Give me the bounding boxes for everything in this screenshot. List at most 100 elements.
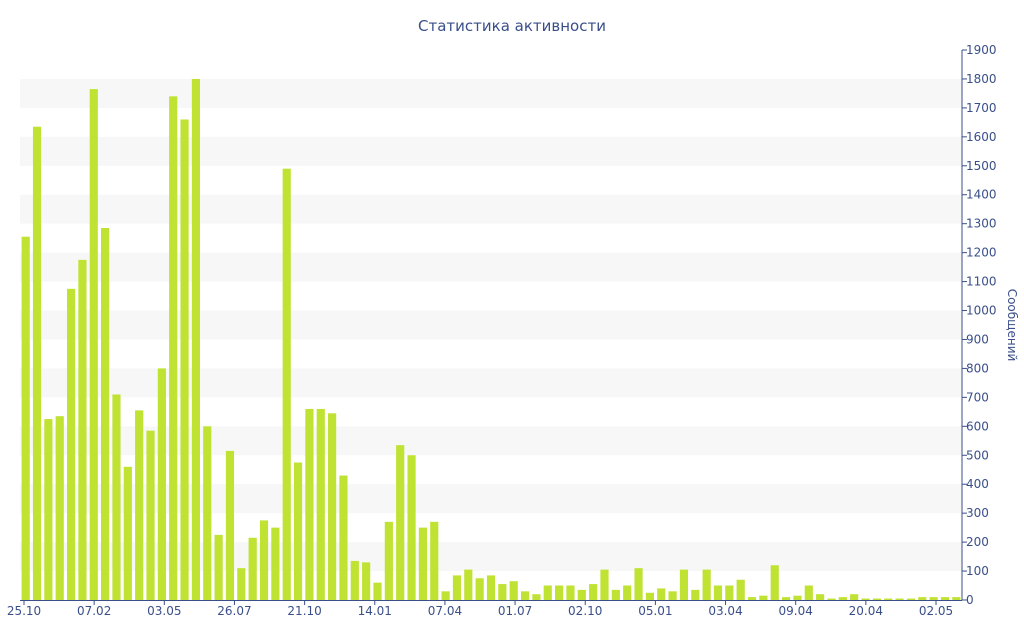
y-tick-label: 300 <box>966 506 989 520</box>
bar <box>112 394 121 600</box>
bar <box>611 589 620 600</box>
y-tick-label: 1000 <box>966 304 997 318</box>
bar <box>532 594 541 600</box>
bar <box>509 581 518 600</box>
x-tick-label: 03.05 <box>147 604 181 618</box>
bar <box>362 562 371 600</box>
bar <box>952 597 961 600</box>
grid-band <box>20 78 962 108</box>
bar <box>407 455 416 600</box>
y-tick-label: 1100 <box>966 275 997 289</box>
bar <box>418 527 427 600</box>
bar <box>555 585 564 600</box>
bar <box>804 585 813 600</box>
bar <box>645 592 654 600</box>
x-tick-label: 01.07 <box>498 604 532 618</box>
y-tick-label: 1200 <box>966 246 997 260</box>
y-tick-label: 0 <box>966 593 974 607</box>
bar <box>191 78 200 600</box>
bar <box>214 534 223 600</box>
x-tick-label: 07.02 <box>77 604 111 618</box>
x-tick-label: 05.01 <box>638 604 672 618</box>
y-tick-label: 1400 <box>966 188 997 202</box>
y-tick-label: 1600 <box>966 130 997 144</box>
bar <box>350 560 359 600</box>
bar <box>89 89 98 600</box>
y-tick-label: 1900 <box>966 43 997 57</box>
y-tick-label: 500 <box>966 448 989 462</box>
bar <box>861 598 870 600</box>
bar <box>668 591 677 600</box>
bar <box>589 584 598 600</box>
x-tick-label: 20.04 <box>849 604 883 618</box>
bar <box>475 578 484 600</box>
bar <box>123 466 132 600</box>
y-tick-label: 600 <box>966 419 989 433</box>
bar <box>691 589 700 600</box>
x-tick-label: 21.10 <box>287 604 321 618</box>
y-tick-label: 900 <box>966 332 989 346</box>
bar <box>566 585 575 600</box>
x-tick-label: 03.04 <box>708 604 742 618</box>
bar <box>169 96 178 600</box>
bar <box>101 228 110 600</box>
bar <box>838 597 847 600</box>
bar <box>464 569 473 600</box>
bar <box>293 462 303 600</box>
bar <box>316 408 325 600</box>
bar <box>180 119 189 600</box>
x-tick-label: 09.04 <box>779 604 813 618</box>
bar <box>55 416 64 600</box>
bar <box>747 597 757 600</box>
y-axis-label: Сообщений <box>1005 289 1019 362</box>
bar <box>679 569 689 600</box>
bar <box>634 568 643 600</box>
bar <box>157 368 166 600</box>
bar <box>441 591 450 600</box>
y-tick-label: 100 <box>966 564 989 578</box>
bar <box>452 575 462 600</box>
bar <box>793 595 802 600</box>
bar <box>146 430 155 600</box>
y-tick-label: 1500 <box>966 159 997 173</box>
x-tick-label: 26.07 <box>217 604 251 618</box>
x-tick-label: 14.01 <box>358 604 392 618</box>
x-tick-label: 07.04 <box>428 604 462 618</box>
bar <box>271 527 280 600</box>
bar <box>872 598 881 600</box>
bar <box>225 450 235 600</box>
bar <box>940 597 950 600</box>
bar <box>396 445 405 600</box>
bar <box>918 597 927 600</box>
bar <box>520 591 530 600</box>
bar <box>770 565 779 600</box>
grid-band <box>20 252 962 282</box>
bar <box>486 575 496 600</box>
bar <box>782 597 791 600</box>
y-tick-label: 200 <box>966 535 989 549</box>
bar <box>78 259 87 600</box>
bar <box>21 236 30 600</box>
bar <box>884 598 893 600</box>
bar <box>498 584 507 600</box>
bar <box>816 594 825 600</box>
y-tick-label: 1800 <box>966 72 997 86</box>
bar <box>135 410 144 600</box>
chart-title: Статистика активности <box>418 17 606 35</box>
bar <box>600 569 609 600</box>
bar <box>827 598 836 600</box>
bar <box>850 594 859 600</box>
grid-band <box>20 136 962 166</box>
bar <box>702 569 711 600</box>
y-tick-label: 1300 <box>966 217 997 231</box>
bar <box>32 126 42 601</box>
bar <box>895 598 904 600</box>
bar <box>736 579 745 600</box>
x-axis: 25.10 07.02 03.05 26.07 21.10 14.01 07.04 01.07… <box>7 600 962 618</box>
bar <box>305 408 314 600</box>
bar <box>657 588 666 600</box>
bar <box>282 168 291 600</box>
bar <box>759 595 768 600</box>
grid-band <box>20 194 962 224</box>
